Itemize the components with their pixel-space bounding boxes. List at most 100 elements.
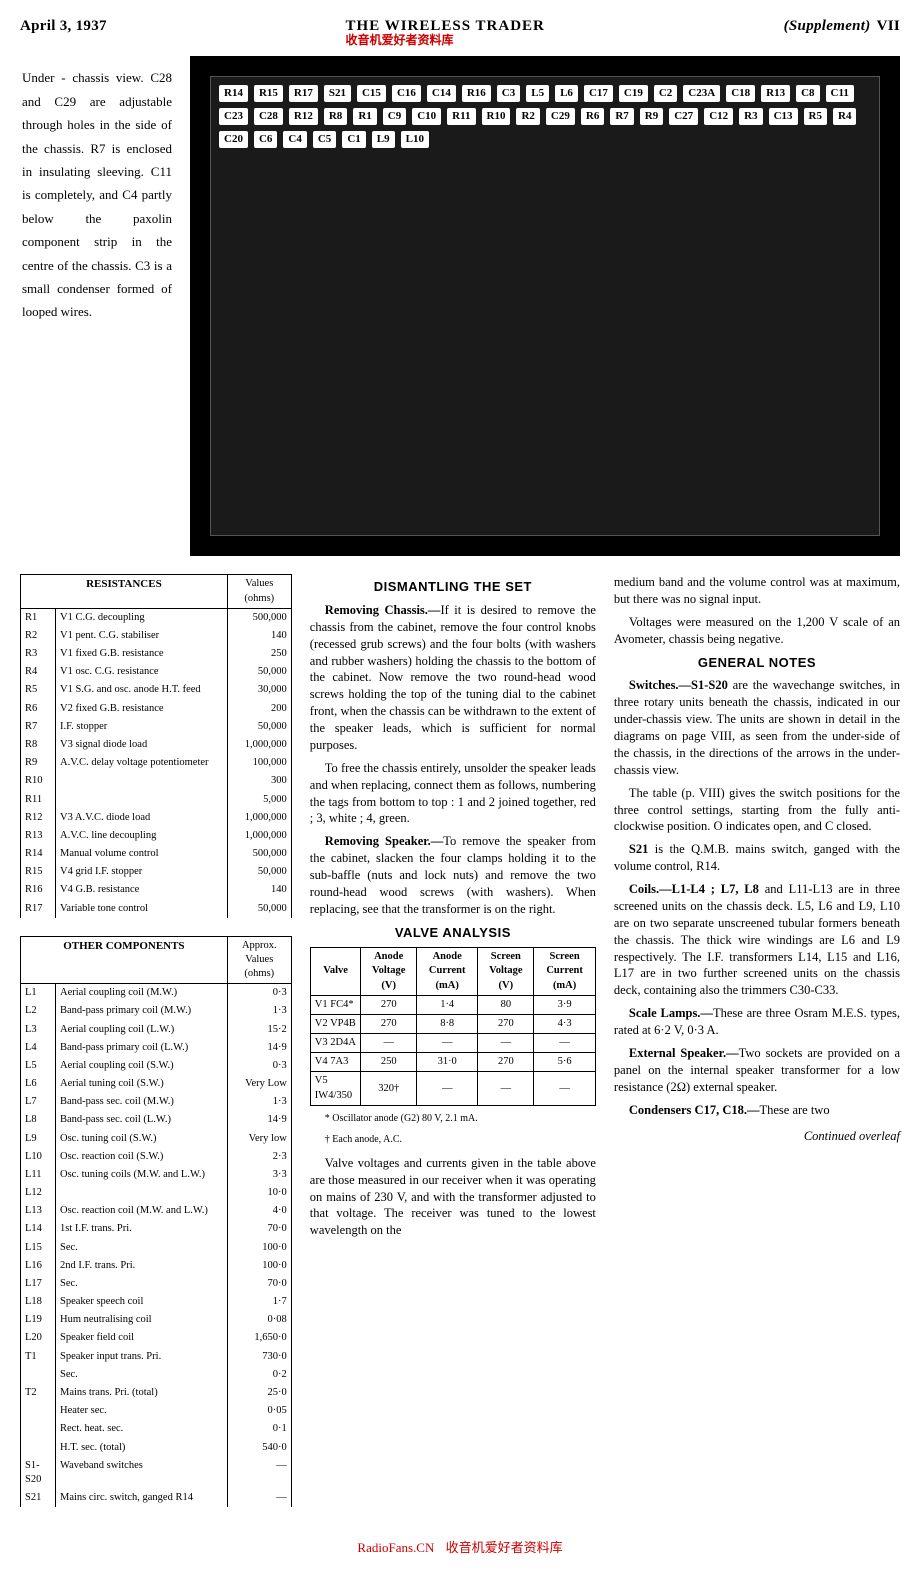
continued-overleaf: Continued overleaf xyxy=(614,1128,900,1145)
page-footer: RadioFans.CN 收音机爱好者资料库 xyxy=(20,1539,900,1557)
table-row: S21Mains circ. switch, ganged R14— xyxy=(21,1489,292,1507)
component-label: C6 xyxy=(254,131,277,148)
component-label: C3 xyxy=(497,85,520,102)
valve-note2: † Each anode, A.C. xyxy=(310,1133,596,1147)
table-row: R12V3 A.V.C. diode load1,000,000 xyxy=(21,809,292,827)
table-row: H.T. sec. (total)540·0 xyxy=(21,1439,292,1457)
header-date: April 3, 1937 xyxy=(20,16,107,48)
component-label: R11 xyxy=(447,108,475,125)
ext-speaker-para: External Speaker.—Two sockets are provid… xyxy=(614,1045,900,1096)
component-label: R8 xyxy=(324,108,347,125)
top-row: Under - chassis view. C28 and C29 are ad… xyxy=(20,56,900,556)
table-row: L15 Sec.100·0 xyxy=(21,1239,292,1257)
table-row: L5Aerial coupling coil (S.W.)0·3 xyxy=(21,1057,292,1075)
table-row: L6Aerial tuning coil (S.W.)Very Low xyxy=(21,1075,292,1093)
component-label: S21 xyxy=(324,85,351,102)
component-label: C28 xyxy=(254,108,283,125)
table-row: R13A.V.C. line decoupling1,000,000 xyxy=(21,827,292,845)
component-label: C11 xyxy=(826,85,854,102)
component-label: R7 xyxy=(610,108,633,125)
general-heading: GENERAL NOTES xyxy=(614,654,900,672)
voltages-para: Voltages were measured on the 1,200 V sc… xyxy=(614,614,900,648)
table-row: R9A.V.C. delay voltage potentiometer100,… xyxy=(21,754,292,772)
component-label: R16 xyxy=(462,85,491,102)
component-label: C29 xyxy=(546,108,575,125)
table-row: R3V1 fixed G.B. resistance250 xyxy=(21,645,292,663)
resistances-table: RESISTANCES Values (ohms) R1V1 C.G. deco… xyxy=(20,574,292,917)
table-row: S1-S20Waveband switches— xyxy=(21,1457,292,1489)
component-label: R1 xyxy=(353,108,376,125)
lamps-para: Scale Lamps.—These are three Osram M.E.S… xyxy=(614,1005,900,1039)
component-label: C20 xyxy=(219,131,248,148)
main-columns: RESISTANCES Values (ohms) R1V1 C.G. deco… xyxy=(20,574,900,1525)
table-row: R6V2 fixed G.B. resistance200 xyxy=(21,700,292,718)
table-row: Sec.0·2 xyxy=(21,1366,292,1384)
table-row: V5 IW4/350320†——— xyxy=(310,1072,595,1105)
table-row: Rect. heat. sec.0·1 xyxy=(21,1420,292,1438)
table-row: L3Aerial coupling coil (L.W.)15·2 xyxy=(21,1021,292,1039)
table-row: L18Speaker speech coil1·7 xyxy=(21,1293,292,1311)
component-label: R4 xyxy=(833,108,856,125)
table-row: R7I.F. stopper50,000 xyxy=(21,718,292,736)
switches-para: Switches.—S1-S20 are the wavechange swit… xyxy=(614,677,900,778)
component-label: C2 xyxy=(654,85,677,102)
column-header: Screen Voltage (V) xyxy=(478,948,534,996)
component-label: C27 xyxy=(669,108,698,125)
component-label: R2 xyxy=(516,108,539,125)
table-row: L8Band-pass sec. coil (L.W.)14·9 xyxy=(21,1111,292,1129)
component-label: L6 xyxy=(555,85,578,102)
component-label: L10 xyxy=(401,131,429,148)
table-row: R10300 xyxy=(21,772,292,790)
table-row: L9Osc. tuning coil (S.W.)Very low xyxy=(21,1130,292,1148)
component-label: R3 xyxy=(739,108,762,125)
component-label: C1 xyxy=(342,131,365,148)
header-page: (Supplement)VII xyxy=(784,16,900,48)
component-label: L5 xyxy=(526,85,549,102)
column-middle: DISMANTLING THE SET Removing Chassis.—If… xyxy=(310,574,596,1525)
table-row: L11Osc. tuning coils (M.W. and L.W.)3·3 xyxy=(21,1166,292,1184)
component-label: R17 xyxy=(289,85,318,102)
table-row: T1Speaker input trans. Pri.730·0 xyxy=(21,1348,292,1366)
table-row: L4Band-pass primary coil (L.W.)14·9 xyxy=(21,1039,292,1057)
component-label: R12 xyxy=(289,108,318,125)
table-row: R4V1 osc. C.G. resistance50,000 xyxy=(21,663,292,681)
table-row: L19Hum neutralising coil0·08 xyxy=(21,1311,292,1329)
component-label: C9 xyxy=(383,108,406,125)
table-row: L7Band-pass sec. coil (M.W.)1·3 xyxy=(21,1093,292,1111)
column-header: Anode Voltage (V) xyxy=(361,948,417,996)
table-row: R1V1 C.G. decoupling500,000 xyxy=(21,608,292,627)
table-row: L17 Sec.70·0 xyxy=(21,1275,292,1293)
component-label: C13 xyxy=(769,108,798,125)
chassis-photo: R14R15R17S21C15C16C14R16C3L5L6C17C19C2C2… xyxy=(190,56,900,556)
valve-note1: * Oscillator anode (G2) 80 V, 2.1 mA. xyxy=(310,1112,596,1126)
dismantle-heading: DISMANTLING THE SET xyxy=(310,578,596,596)
other-components-table: OTHER COMPONENTS Approx. Values (ohms) L… xyxy=(20,936,292,1508)
component-label: C8 xyxy=(796,85,819,102)
component-label: R13 xyxy=(761,85,790,102)
table-row: L20Speaker field coil1,650·0 xyxy=(21,1329,292,1347)
component-label: R5 xyxy=(804,108,827,125)
component-label: C10 xyxy=(412,108,441,125)
table-row: R15V4 grid I.F. stopper50,000 xyxy=(21,863,292,881)
component-label: R10 xyxy=(482,108,511,125)
table-row: R115,000 xyxy=(21,791,292,809)
page-header: April 3, 1937 THE WIRELESS TRADER 收音机爱好者… xyxy=(20,16,900,48)
component-label: C5 xyxy=(313,131,336,148)
component-label: C12 xyxy=(704,108,733,125)
table-row: Heater sec.0·05 xyxy=(21,1402,292,1420)
component-label: R9 xyxy=(640,108,663,125)
component-label: R14 xyxy=(219,85,248,102)
coils-para: Coils.—L1-L4 ; L7, L8 and L11-L13 are in… xyxy=(614,881,900,999)
table-row: V3 2D4A———— xyxy=(310,1034,595,1053)
table-row: L162nd I.F. trans. Pri.100·0 xyxy=(21,1257,292,1275)
table-row: V2 VP4B2708·82704·3 xyxy=(310,1014,595,1033)
column-left: RESISTANCES Values (ohms) R1V1 C.G. deco… xyxy=(20,574,292,1525)
component-label: C16 xyxy=(392,85,421,102)
table-row: R14Manual volume control500,000 xyxy=(21,845,292,863)
valve-para: Valve voltages and currents given in the… xyxy=(310,1155,596,1239)
valve-heading: VALVE ANALYSIS xyxy=(310,924,596,942)
column-right: medium band and the volume control was a… xyxy=(614,574,900,1525)
table-row: L2Band-pass primary coil (M.W.)1·3 xyxy=(21,1002,292,1020)
valve-table: ValveAnode Voltage (V)Anode Current (mA)… xyxy=(310,947,596,1106)
component-label: C23 xyxy=(219,108,248,125)
